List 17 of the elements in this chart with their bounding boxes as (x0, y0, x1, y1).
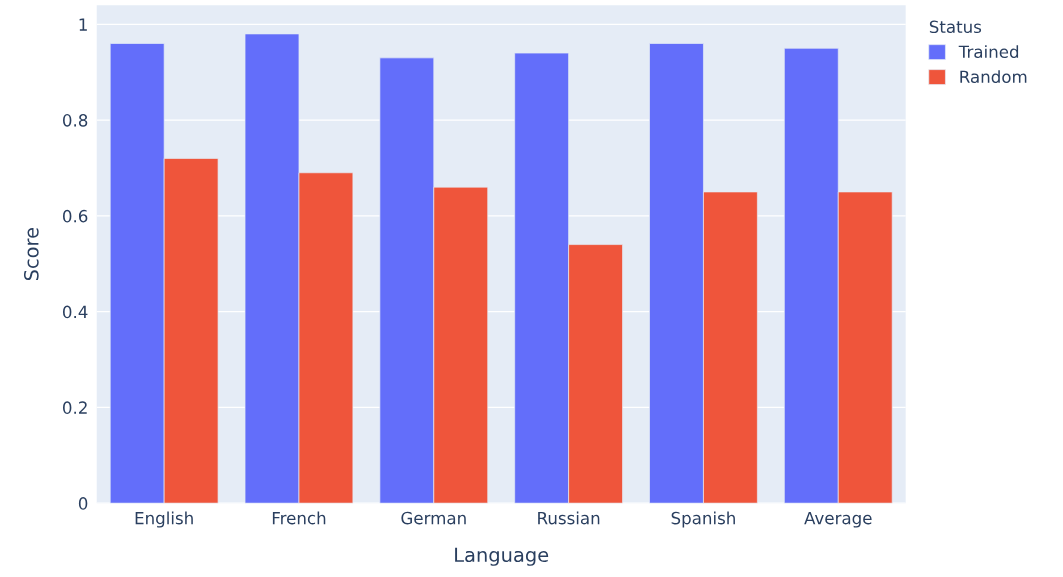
x-tick-label: Spanish (671, 511, 735, 528)
y-tick-label: 0 (78, 497, 88, 510)
y-tick-label: 0.4 (62, 305, 88, 319)
x-axis-title: Language (455, 547, 549, 566)
legend-label: Random (960, 70, 1027, 84)
y-tick-label: 0.6 (62, 209, 88, 223)
x-tick-label: English (135, 511, 193, 528)
x-tick-label: German (401, 511, 466, 525)
y-tick-label: 1 (79, 18, 87, 31)
y-tick-label: 0.8 (62, 114, 88, 127)
x-tick-label: Average (804, 511, 872, 528)
y-tick-label: 0.2 (62, 401, 87, 414)
x-tick-label: Russian (538, 511, 600, 525)
y-axis-title: Score (23, 227, 39, 281)
legend-title: Status (929, 20, 982, 34)
legend-label: Trained (958, 45, 1019, 59)
x-tick-label: French (272, 511, 326, 525)
